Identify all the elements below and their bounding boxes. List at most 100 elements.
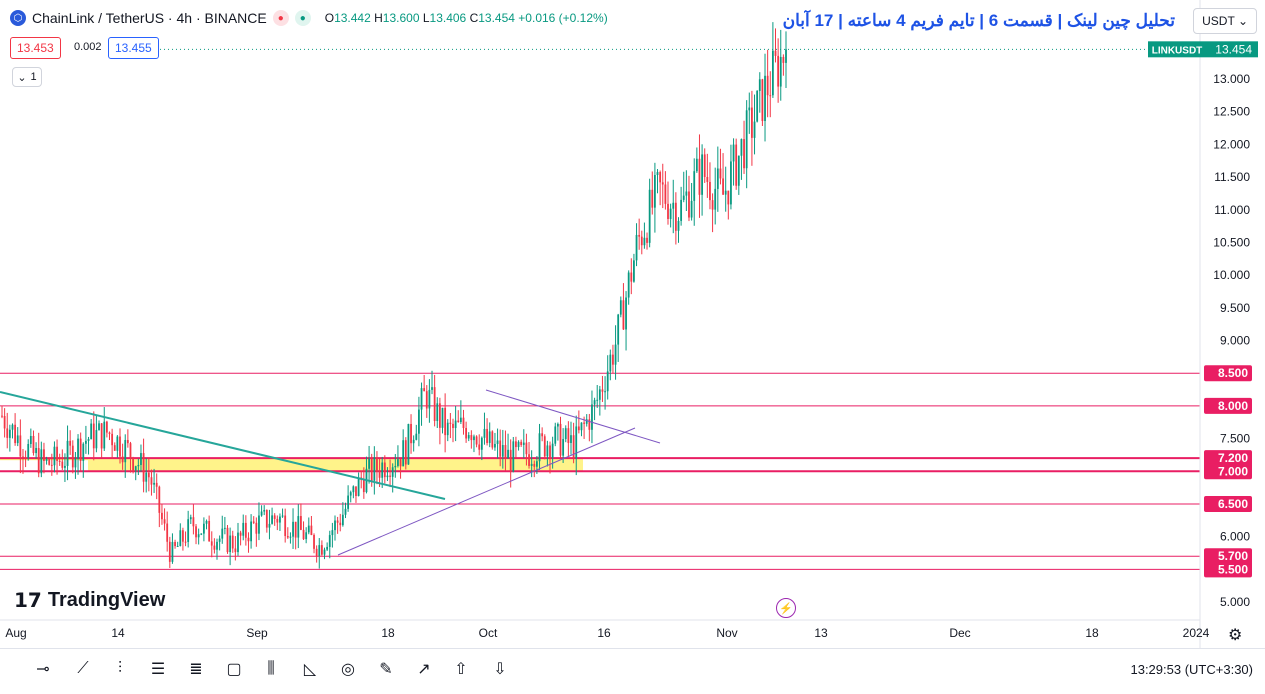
arrow-tool-icon[interactable]: ↗	[417, 661, 431, 678]
candle-body	[431, 387, 433, 390]
parallel-channel-tool-icon[interactable]: ☰	[150, 661, 166, 678]
candle-body	[680, 199, 683, 221]
symbol-description[interactable]: ChainLink / TetherUS · 4h · BINANCE	[32, 10, 267, 26]
candle-body	[766, 75, 769, 96]
y-tick-label: 13.000	[1213, 72, 1250, 86]
candle-body	[134, 466, 137, 471]
indicators-toggle[interactable]: ⌄ 1	[12, 67, 42, 87]
candle-body	[543, 436, 546, 457]
candle-body	[147, 472, 150, 478]
candle-body	[525, 442, 528, 455]
trend-lines[interactable]	[0, 48, 1200, 556]
candle-body	[226, 527, 229, 553]
candle-body	[501, 445, 504, 457]
ascending-trend-line[interactable]	[337, 427, 636, 556]
market-status-icon[interactable]: ●	[294, 10, 311, 26]
candle-body	[690, 200, 693, 218]
pen-tool-icon[interactable]: ✎	[379, 661, 393, 678]
triangle-tool-icon[interactable]: ◺	[303, 661, 317, 678]
candle-body	[619, 300, 622, 315]
rectangle-tool-icon[interactable]: ▢	[226, 661, 242, 678]
candle-body	[701, 154, 703, 195]
price-axis[interactable]: 5.000 5.500 6.000 6.500 7.000 7.500 8.000 8.500…	[1148, 0, 1265, 649]
currency-selector[interactable]: USDT ⌄	[1193, 8, 1257, 34]
candle-body	[583, 422, 586, 424]
arrow-up-tool-icon[interactable]: ⇧	[454, 661, 468, 678]
candle-body	[452, 423, 454, 429]
tradingview-wordmark: TradingView	[47, 589, 166, 611]
candle-body	[418, 409, 420, 434]
candle-body	[667, 203, 669, 219]
candle-body	[588, 419, 591, 430]
candle-body	[659, 172, 662, 183]
horizontal-levels[interactable]	[0, 372, 1200, 570]
candle-body	[103, 421, 106, 449]
candle-body	[606, 371, 609, 392]
trend-line-tool-icon[interactable]: ⟋	[77, 660, 89, 677]
candle-body	[391, 467, 394, 477]
candle-body	[64, 465, 66, 468]
candles	[1, 22, 787, 569]
candle-body	[231, 535, 234, 549]
candle-body	[56, 446, 58, 461]
circle-tool-icon[interactable]: ◎	[341, 661, 355, 678]
candle-body	[399, 459, 402, 467]
close-label: C	[469, 11, 479, 25]
x-tick-label: 16	[597, 626, 611, 640]
candle-body	[229, 535, 232, 553]
candle-body	[202, 523, 205, 534]
candle-body	[515, 441, 517, 448]
flag-icon[interactable]: ●	[272, 10, 289, 26]
candle-body	[706, 176, 709, 182]
candle-body	[74, 458, 77, 468]
y-tick-label: 7.500	[1220, 432, 1250, 446]
change-value: +0.016 (+0.12%)	[518, 11, 608, 25]
candle-body	[289, 536, 292, 538]
candle-body	[533, 463, 536, 467]
gann-fan-tool-icon[interactable]: ⫼	[267, 660, 275, 677]
candle-body	[129, 443, 132, 458]
candle-body	[313, 534, 315, 549]
vertical-line-tool-icon[interactable]: ⫶	[117, 660, 122, 677]
fib-retracement-tool-icon[interactable]: ≣	[189, 661, 203, 678]
candle-body	[71, 445, 74, 468]
buy-price-box[interactable]: 13.455	[108, 37, 159, 59]
tradingview-logo[interactable]: 𝟭𝟳 TradingView	[14, 588, 165, 613]
clock-time: 13:29:53	[1130, 662, 1182, 677]
candle-body	[751, 107, 753, 138]
arrow-down-tool-icon[interactable]: ⇩	[493, 661, 507, 678]
candle-body	[420, 388, 423, 410]
time-axis[interactable]: Aug 14 Sep 18 Oct 16 Nov 13 Dec 18 2024	[0, 619, 1210, 640]
descending-trend-line[interactable]	[0, 391, 446, 500]
candle-body	[504, 445, 507, 459]
triangle-upper-line[interactable]	[485, 389, 661, 444]
candle-body	[580, 422, 583, 431]
horizontal-ray-tool-icon[interactable]: ⊸	[36, 661, 50, 678]
y-tick-label: 12.500	[1213, 105, 1250, 119]
settings-gear-icon[interactable]: ⚙	[1228, 627, 1243, 644]
candle-body	[192, 517, 195, 527]
clock[interactable]: 13:29:53 (UTC+3:30)	[1130, 662, 1253, 677]
candle-body	[669, 208, 672, 219]
flash-icon[interactable]: ⚡	[776, 598, 796, 618]
candle-body	[341, 514, 344, 526]
sell-price-box[interactable]: 13.453	[10, 37, 61, 59]
candle-body	[449, 422, 452, 424]
candle-body	[541, 433, 544, 437]
candle-body	[740, 139, 743, 156]
candle-body	[496, 440, 499, 444]
candle-body	[771, 50, 774, 96]
level-label: 7.200	[1218, 451, 1248, 465]
candle-body	[698, 158, 701, 195]
candle-body	[294, 521, 297, 538]
candle-body	[635, 234, 638, 261]
candle-body	[182, 530, 184, 542]
candle-body	[347, 495, 350, 509]
candle-body	[216, 541, 218, 550]
y-tick-label: 12.000	[1213, 137, 1250, 151]
x-tick-label: 14	[111, 626, 125, 640]
candle-body	[132, 457, 135, 471]
support-zone[interactable]	[88, 458, 583, 472]
